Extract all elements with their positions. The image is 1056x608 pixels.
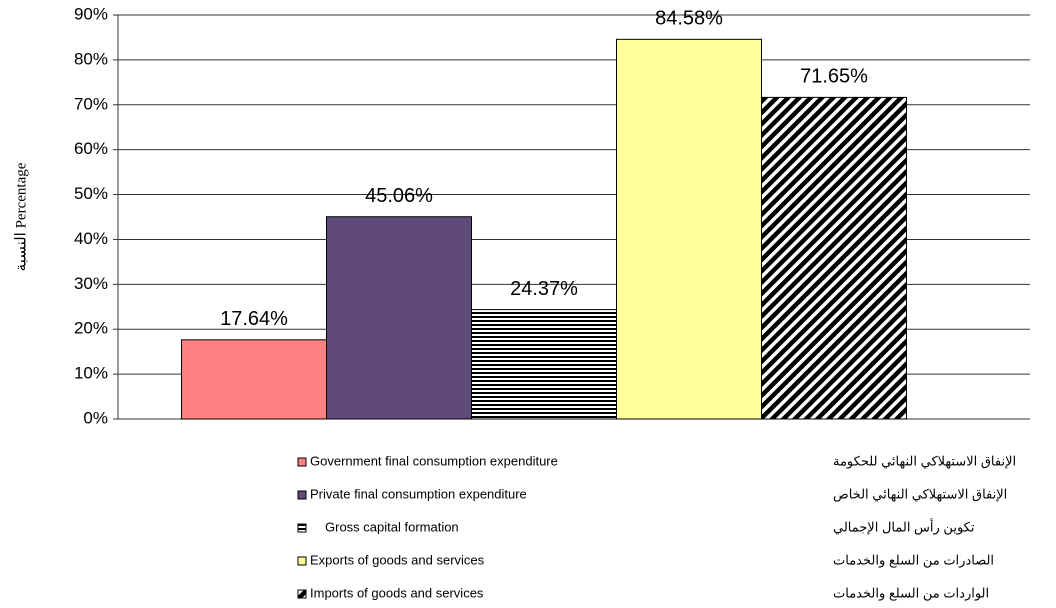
bar [761, 96, 907, 420]
y-tick-label: 0% [83, 408, 108, 427]
y-axis-label: النسبة Percentage [13, 162, 29, 271]
y-tick-label: 90% [74, 4, 108, 23]
y-tick-label: 50% [74, 184, 108, 203]
legend-marker [297, 490, 307, 500]
y-tick-label: 60% [74, 139, 108, 158]
value-label: 84.58% [655, 8, 723, 30]
value-label: 17.64% [220, 308, 288, 330]
legend-label: Gross capital formation [325, 519, 459, 534]
bar [616, 38, 762, 420]
legend-marker [297, 556, 307, 566]
legend-label-ar: الإنفاق الاستهلاكي النهائي الخاص [833, 486, 1007, 502]
y-tick-label: 40% [74, 229, 108, 248]
value-label: 71.65% [800, 66, 868, 88]
legend-marker [297, 589, 307, 599]
bar [471, 309, 617, 420]
legend-marker [297, 457, 307, 467]
legend-label-ar: تكوين رأس المال الإجمالي [833, 518, 975, 535]
legend-label: Private final consumption expenditure [310, 486, 527, 501]
y-tick-label: 70% [74, 94, 108, 113]
legend-label-ar: الصادرات من السلع والخدمات [833, 552, 994, 568]
y-tick-label: 20% [74, 319, 108, 338]
legend-label: Imports of goods and services [310, 585, 484, 600]
legend-label-ar: الإنفاق الاستهلاكي النهائي للحكومة [833, 453, 1016, 469]
value-label: 45.06% [365, 185, 433, 207]
legend-label: Government final consumption expenditure [310, 453, 558, 468]
bar [326, 216, 472, 420]
bar [181, 339, 327, 420]
legend-label-ar: الواردات من السلع والخدمات [833, 585, 989, 601]
value-label: 24.37% [510, 278, 578, 300]
y-tick-label: 10% [74, 364, 108, 383]
legend-marker [297, 523, 307, 533]
y-tick-label: 30% [74, 274, 108, 293]
legend-label: Exports of goods and services [310, 552, 485, 567]
y-tick-label: 80% [74, 49, 108, 68]
